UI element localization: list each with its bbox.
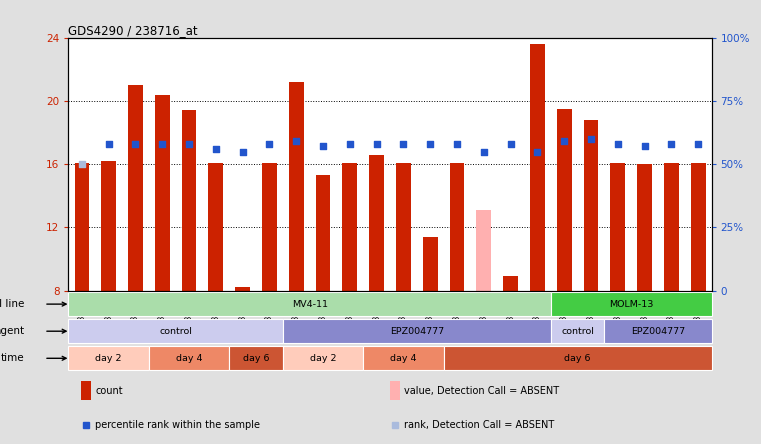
Point [344,140,356,147]
Bar [369,155,384,290]
Bar [691,163,705,290]
Bar [363,346,444,370]
Bar [155,95,170,290]
Point [237,148,249,155]
Bar [149,346,229,370]
Bar [229,346,283,370]
Bar [182,111,196,290]
Bar [209,163,223,290]
Bar [75,163,89,290]
Text: agent: agent [0,326,25,336]
Bar [128,85,143,290]
Text: count: count [95,386,123,396]
Bar [390,381,400,400]
Point [638,143,651,150]
Bar [68,292,551,316]
Bar [604,319,712,343]
Bar [396,163,411,290]
Point [424,140,436,147]
Bar [68,346,149,370]
Point [692,140,704,147]
Bar [101,161,116,290]
Point [585,135,597,143]
Point [558,138,570,145]
Text: day 4: day 4 [390,354,417,363]
Point [397,140,409,147]
Point [129,140,142,147]
Point [451,140,463,147]
Point [103,140,115,147]
Bar [262,163,277,290]
Bar [664,163,679,290]
Point [183,140,195,147]
Text: control: control [561,327,594,336]
Point [665,140,677,147]
Text: day 2: day 2 [95,354,122,363]
Text: MV4-11: MV4-11 [291,300,328,309]
Bar [551,319,604,343]
Bar [316,175,330,290]
Bar [551,292,712,316]
Text: control: control [159,327,192,336]
Point [156,140,168,147]
Point [612,140,624,147]
Bar [450,163,464,290]
Point [505,140,517,147]
Bar [476,210,491,290]
Bar [81,381,91,400]
Text: MOLM-13: MOLM-13 [609,300,654,309]
Text: day 2: day 2 [310,354,336,363]
Text: value, Detection Call = ABSENT: value, Detection Call = ABSENT [404,386,559,396]
Bar [557,109,572,290]
Bar [584,120,598,290]
Text: time: time [1,353,25,363]
Point [290,138,302,145]
Bar [283,346,363,370]
Point [531,148,543,155]
Point [478,148,490,155]
Text: rank, Detection Call = ABSENT: rank, Detection Call = ABSENT [404,420,555,430]
Point [76,161,88,168]
Bar [68,319,283,343]
Point [371,140,383,147]
Bar [342,163,357,290]
Bar [283,319,551,343]
Bar [530,44,545,290]
Bar [423,237,438,290]
Text: day 6: day 6 [243,354,269,363]
Text: day 6: day 6 [565,354,591,363]
Point [317,143,329,150]
Bar [637,164,652,290]
Point [210,146,222,153]
Text: GDS4290 / 238716_at: GDS4290 / 238716_at [68,24,198,36]
Text: EPZ004777: EPZ004777 [631,327,685,336]
Bar [289,82,304,290]
Text: percentile rank within the sample: percentile rank within the sample [95,420,260,430]
Text: cell line: cell line [0,299,25,309]
Bar [610,163,625,290]
Bar [503,276,518,290]
Point [263,140,275,147]
Text: EPZ004777: EPZ004777 [390,327,444,336]
Bar [235,287,250,290]
Bar [444,346,712,370]
Text: day 4: day 4 [176,354,202,363]
